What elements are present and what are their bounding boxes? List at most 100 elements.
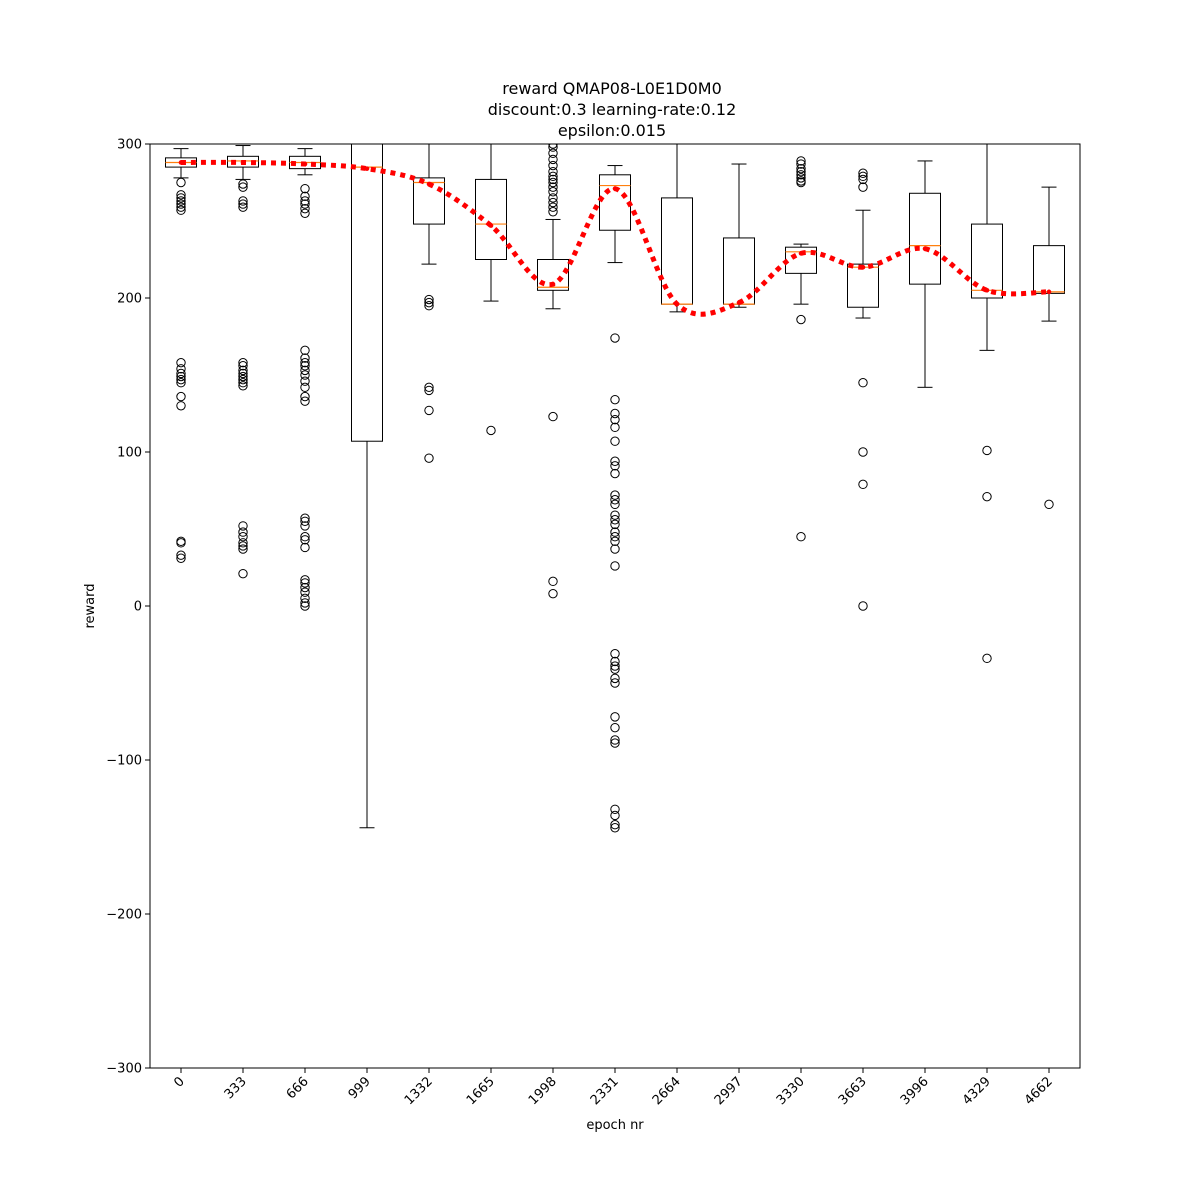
outlier-point: [176, 199, 186, 209]
outlier-point: [176, 357, 186, 368]
outlier-point: [610, 495, 620, 505]
outlier-point: [424, 453, 434, 463]
outlier-point: [176, 391, 186, 402]
outlier-point: [610, 408, 620, 419]
outlier-point: [610, 394, 620, 405]
outlier-point: [548, 576, 558, 587]
outlier-point: [858, 447, 868, 457]
box-group-4329: [971, 144, 1003, 664]
outlier-point: [176, 196, 186, 206]
mean-point: [984, 288, 990, 293]
outlier-point: [610, 810, 620, 821]
box-iqr: [351, 144, 383, 442]
outlier-point: [548, 182, 558, 192]
outlier-point: [610, 422, 620, 433]
outlier-point: [300, 391, 310, 402]
outlier-point: [300, 575, 310, 585]
outlier-point: [424, 385, 434, 396]
outlier-point: [1044, 499, 1054, 510]
outlier-point: [548, 160, 558, 171]
outlier-point: [300, 601, 310, 611]
outlier-point: [610, 649, 620, 659]
outlier-point: [300, 353, 310, 363]
outlier-point: [176, 550, 186, 560]
outlier-point: [610, 532, 620, 542]
outlier-point: [238, 182, 248, 192]
mean-point: [612, 186, 618, 191]
mean-point: [426, 181, 432, 187]
box-group-1665: [475, 144, 507, 436]
outlier-point: [610, 333, 620, 343]
mean-point: [488, 223, 494, 228]
y-tick-label: −200: [106, 908, 142, 923]
box-iqr: [909, 192, 941, 285]
outlier-point: [238, 374, 248, 385]
outlier-point: [300, 513, 310, 523]
outlier-point: [610, 561, 620, 571]
box-iqr: [227, 155, 259, 168]
y-tick-label: 0: [134, 600, 142, 615]
outlier-point: [796, 177, 806, 188]
y-tick-label: 300: [117, 138, 142, 153]
outlier-point: [858, 168, 868, 178]
outlier-point: [300, 598, 310, 608]
chart-title-line-1: reward QMAP08-L0E1D0M0: [502, 79, 722, 98]
outlier-point: [548, 207, 558, 217]
outlier-point: [610, 722, 620, 733]
outlier-point: [610, 515, 620, 525]
box-group-1998: [537, 144, 569, 599]
outlier-point: [548, 197, 558, 208]
outlier-point: [238, 521, 248, 531]
box-iqr: [971, 223, 1003, 299]
outlier-point: [176, 401, 186, 411]
outlier-point: [610, 735, 620, 745]
outlier-point: [610, 456, 620, 466]
outlier-point: [300, 396, 310, 406]
outlier-point: [238, 196, 248, 206]
outlier-point: [300, 370, 310, 380]
outlier-point: [796, 532, 806, 542]
box-iqr: [847, 263, 879, 308]
chart-title-line-3: epsilon:0.015: [558, 121, 666, 140]
outlier-point: [982, 653, 992, 664]
outlier-point: [176, 202, 186, 212]
mean-point: [550, 281, 556, 287]
outlier-point: [176, 205, 186, 215]
outlier-point: [300, 578, 310, 588]
mean-point: [302, 161, 308, 167]
outlier-point: [796, 167, 806, 177]
y-axis-label: reward: [83, 583, 98, 628]
mean-point: [674, 301, 680, 307]
outlier-point: [982, 445, 992, 456]
mean-point: [178, 160, 184, 165]
plot-content: [165, 144, 1065, 833]
outlier-point: [300, 183, 310, 194]
outlier-point: [300, 357, 310, 368]
outlier-point: [610, 536, 620, 547]
outlier-point: [238, 371, 248, 382]
y-tick-label: −300: [106, 1062, 142, 1077]
outlier-point: [858, 174, 868, 185]
outlier-point: [424, 301, 434, 311]
outlier-point: [300, 582, 310, 593]
mean-point: [860, 264, 866, 270]
outlier-point: [610, 414, 620, 425]
outlier-point: [176, 371, 186, 382]
outlier-point: [610, 527, 620, 537]
outlier-point: [424, 382, 434, 393]
outlier-point: [858, 182, 868, 192]
outlier-point: [238, 365, 248, 376]
mean-point: [798, 251, 804, 256]
outlier-point: [610, 673, 620, 684]
outlier-point: [300, 345, 310, 356]
outlier-point: [610, 490, 620, 500]
mean-point: [240, 160, 246, 165]
outlier-point: [548, 588, 558, 599]
outlier-point: [176, 374, 186, 385]
outlier-point: [238, 378, 248, 388]
outlier-point: [796, 314, 806, 325]
outlier-point: [858, 601, 868, 611]
outlier-point: [238, 538, 248, 548]
outlier-point: [548, 187, 558, 197]
